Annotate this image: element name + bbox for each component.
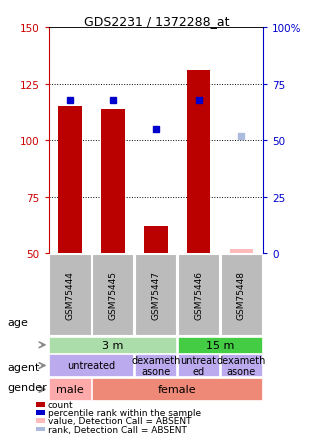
Bar (135, 255, 176, 335)
Text: agent: agent (8, 362, 40, 372)
Text: GSM75447: GSM75447 (151, 271, 160, 319)
Text: gender: gender (8, 383, 48, 392)
Text: dexameth
asone: dexameth asone (131, 355, 180, 376)
Bar (58, 107, 82, 254)
Text: female: female (158, 385, 197, 395)
Bar (178, 355, 219, 377)
Bar (187, 71, 210, 254)
Bar (49, 355, 133, 377)
Bar (49, 378, 90, 401)
Bar (92, 378, 262, 401)
Bar (178, 337, 262, 353)
Text: dexameth
asone: dexameth asone (217, 355, 266, 376)
Text: 15 m: 15 m (206, 340, 234, 350)
Text: count: count (48, 400, 74, 409)
Text: GSM75448: GSM75448 (237, 271, 246, 319)
Text: value, Detection Call = ABSENT: value, Detection Call = ABSENT (48, 417, 191, 425)
Text: untreated: untreated (67, 361, 115, 371)
Bar (221, 355, 262, 377)
Text: male: male (56, 385, 84, 395)
Text: rank, Detection Call = ABSENT: rank, Detection Call = ABSENT (48, 425, 187, 434)
Bar (92, 255, 133, 335)
Text: GSM75444: GSM75444 (65, 271, 74, 319)
Bar (135, 355, 176, 377)
Bar (144, 227, 167, 254)
Text: GSM75446: GSM75446 (194, 271, 203, 319)
Text: 3 m: 3 m (102, 340, 124, 350)
Bar (49, 337, 176, 353)
Bar (178, 255, 219, 335)
Bar (221, 255, 262, 335)
Bar (49, 255, 90, 335)
Bar (101, 109, 125, 254)
Bar (230, 250, 253, 254)
Text: percentile rank within the sample: percentile rank within the sample (48, 408, 201, 417)
Text: GDS2231 / 1372288_at: GDS2231 / 1372288_at (84, 15, 229, 28)
Text: age: age (8, 318, 29, 327)
Text: GSM75445: GSM75445 (108, 271, 117, 319)
Text: untreat
ed: untreat ed (181, 355, 217, 376)
